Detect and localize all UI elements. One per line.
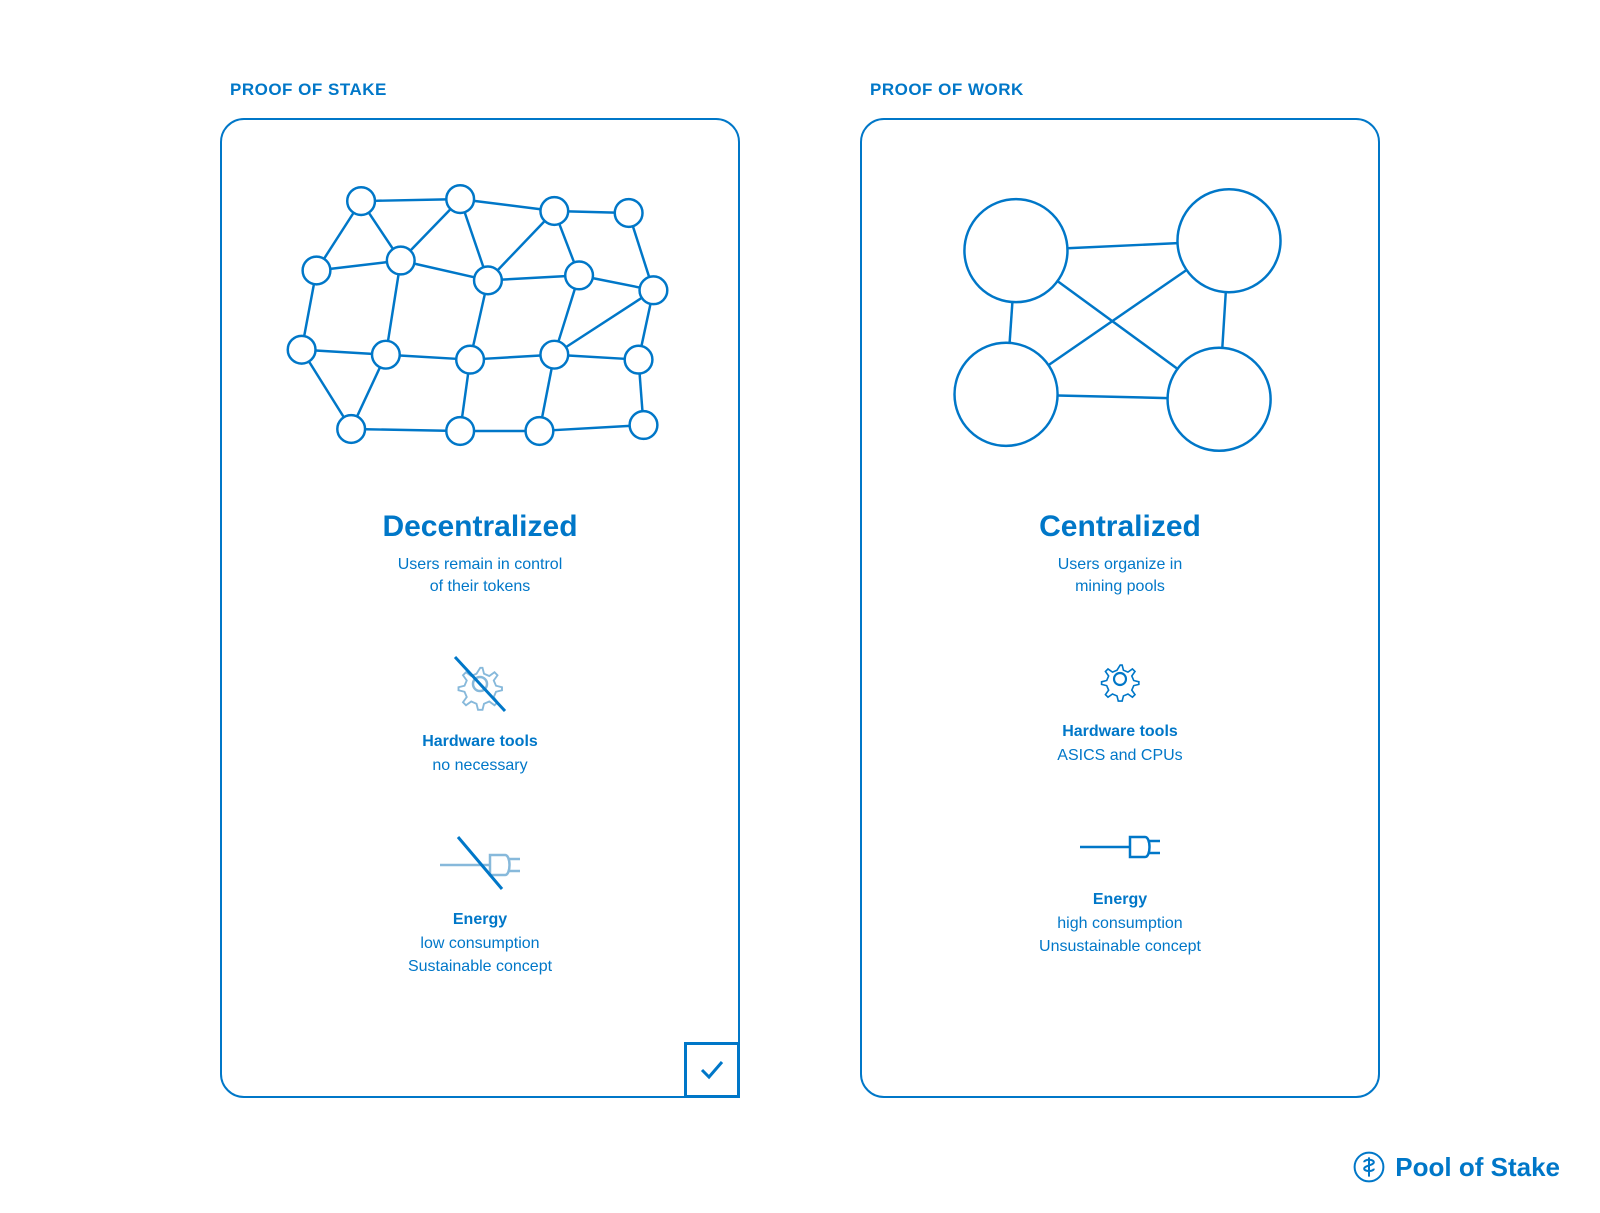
- centralized-network-diagram: [902, 150, 1338, 490]
- proof-of-stake-column: PROOF OF STAKE Decentralized Users remai…: [220, 80, 740, 1098]
- brand-logo: Pool of Stake: [1353, 1151, 1560, 1183]
- decentralized-network-diagram: [262, 150, 698, 490]
- right-subtext: Users organize in mining pools: [902, 554, 1338, 599]
- brand-mark-icon: [1353, 1151, 1385, 1183]
- gear-icon: [902, 649, 1338, 709]
- right-hardware-title: Hardware tools: [902, 723, 1338, 741]
- left-hardware-title: Hardware tools: [262, 733, 698, 751]
- gear-crossed-icon: [262, 649, 698, 719]
- right-hardware-section: Hardware tools ASICS and CPUs: [902, 649, 1338, 767]
- left-subtext: Users remain in control of their tokens: [262, 554, 698, 599]
- checkmark-badge-icon: [684, 1042, 740, 1098]
- panel-title-left: PROOF OF STAKE: [230, 80, 740, 100]
- proof-of-work-column: PROOF OF WORK Centralized Users organize…: [860, 80, 1380, 1098]
- left-hardware-text: no necessary: [262, 755, 698, 777]
- right-energy-title: Energy: [902, 891, 1338, 909]
- right-hardware-text: ASICS and CPUs: [902, 745, 1338, 767]
- plug-icon: [902, 817, 1338, 877]
- left-hardware-section: Hardware tools no necessary: [262, 649, 698, 777]
- left-energy-text: low consumption Sustainable concept: [262, 933, 698, 978]
- right-energy-section: Energy high consumption Unsustainable co…: [902, 817, 1338, 958]
- brand-text: Pool of Stake: [1395, 1152, 1560, 1183]
- left-energy-title: Energy: [262, 911, 698, 929]
- left-energy-section: Energy low consumption Sustainable conce…: [262, 827, 698, 978]
- proof-of-stake-panel: Decentralized Users remain in control of…: [220, 118, 740, 1098]
- plug-crossed-icon: [262, 827, 698, 897]
- right-energy-text: high consumption Unsustainable concept: [902, 913, 1338, 958]
- panel-title-right: PROOF OF WORK: [870, 80, 1380, 100]
- proof-of-work-panel: Centralized Users organize in mining poo…: [860, 118, 1380, 1098]
- right-heading: Centralized: [902, 510, 1338, 544]
- left-heading: Decentralized: [262, 510, 698, 544]
